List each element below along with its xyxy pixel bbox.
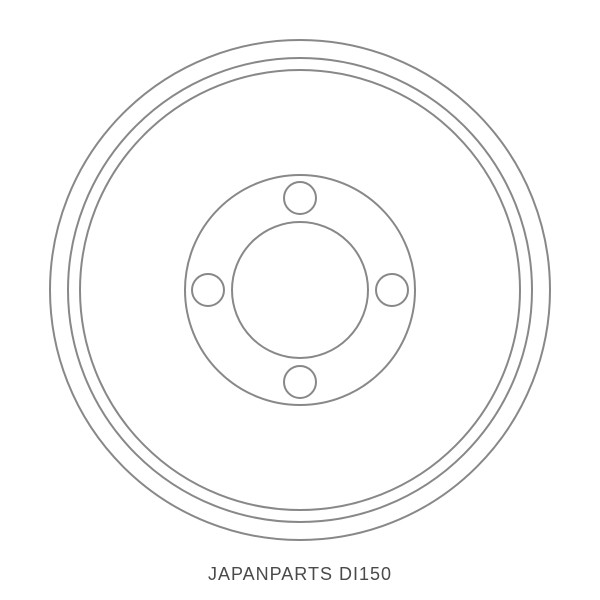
bolt-hole-1	[284, 366, 316, 398]
bolt-hole-3	[284, 182, 316, 214]
bolt-hole-2	[192, 274, 224, 306]
rotor-svg	[0, 0, 600, 600]
hub-edge	[185, 175, 415, 405]
brake-disc-diagram: JAPANPARTS DI150	[0, 0, 600, 600]
brand-part-label: JAPANPARTS DI150	[208, 564, 392, 585]
part-number-text: DI150	[339, 564, 392, 584]
center-bore	[232, 222, 368, 358]
bolt-hole-4	[376, 274, 408, 306]
outer-edge	[50, 40, 550, 540]
brand-text: JAPANPARTS	[208, 564, 333, 584]
bolt-holes	[192, 182, 408, 398]
ring-edge	[68, 58, 532, 522]
friction-face-edge	[80, 70, 520, 510]
